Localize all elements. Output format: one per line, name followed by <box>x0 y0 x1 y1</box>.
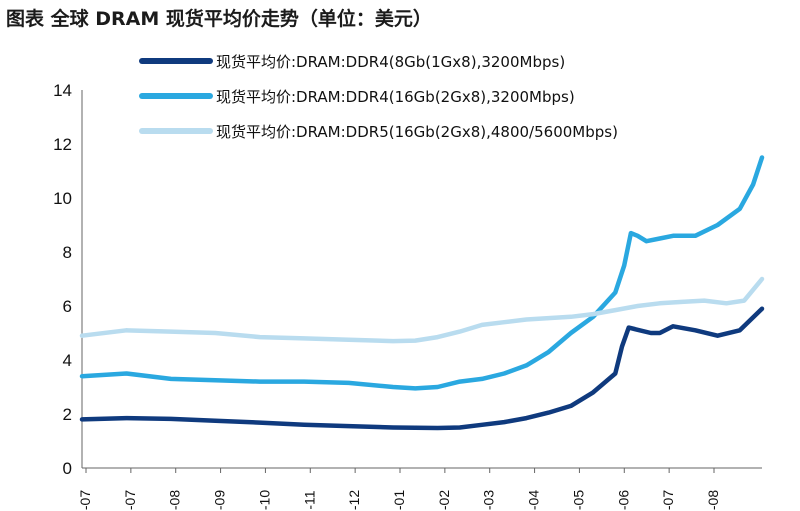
y-axis: 0 2 4 6 8 10 12 14 <box>53 81 83 478</box>
series-line-1 <box>79 306 765 431</box>
y-tick-label: 8 <box>63 243 72 262</box>
x-tick-label: -12 <box>346 490 362 510</box>
x-axis: -07 -07 -08 -09 -10 -11 -12 -01 -02 -03 -04 -05 -06 -… <box>77 467 762 510</box>
y-tick-label: 4 <box>63 351 72 370</box>
x-tick-label: -05 <box>570 490 586 510</box>
y-tick-label: 2 <box>63 405 72 424</box>
series-line-2 <box>79 155 765 391</box>
legend-label-2: 现货平均价:DRAM:DDR4(16Gb(2Gx8),3200Mbps) <box>216 88 575 106</box>
x-tick-label: -03 <box>481 490 497 510</box>
x-tick-label: -09 <box>212 490 228 510</box>
y-tick-label: 0 <box>63 459 72 478</box>
y-tick-label: 14 <box>53 81 72 100</box>
x-tick-label: -10 <box>256 490 272 510</box>
page-title: 图表 全球 DRAM 现货平均价走势（单位：美元） <box>6 8 432 30</box>
y-tick-label: 12 <box>53 135 72 154</box>
series-line-3 <box>79 276 765 344</box>
x-tick-label: -04 <box>526 490 542 510</box>
x-tick-label: -01 <box>391 490 407 510</box>
y-tick-label: 6 <box>63 297 72 316</box>
x-tick-label: -11 <box>301 490 317 509</box>
x-tick-label: -07 <box>660 490 676 510</box>
legend: 现货平均价:DRAM:DDR4(8Gb(1Gx8),3200Mbps) 现货平均价… <box>139 53 618 141</box>
legend-label-3: 现货平均价:DRAM:DDR5(16Gb(2Gx8),4800/5600Mbps… <box>216 123 618 141</box>
plot-area <box>79 155 765 431</box>
x-tick-label: -02 <box>436 490 452 510</box>
legend-label-1: 现货平均价:DRAM:DDR4(8Gb(1Gx8),3200Mbps) <box>216 53 565 71</box>
x-tick-label: -07 <box>77 490 93 510</box>
y-tick-label: 10 <box>53 189 72 208</box>
x-tick-label: -07 <box>122 490 138 510</box>
x-tick-label: -08 <box>167 490 183 510</box>
x-tick-label: -06 <box>615 490 631 510</box>
x-tick-label: -08 <box>705 490 721 510</box>
